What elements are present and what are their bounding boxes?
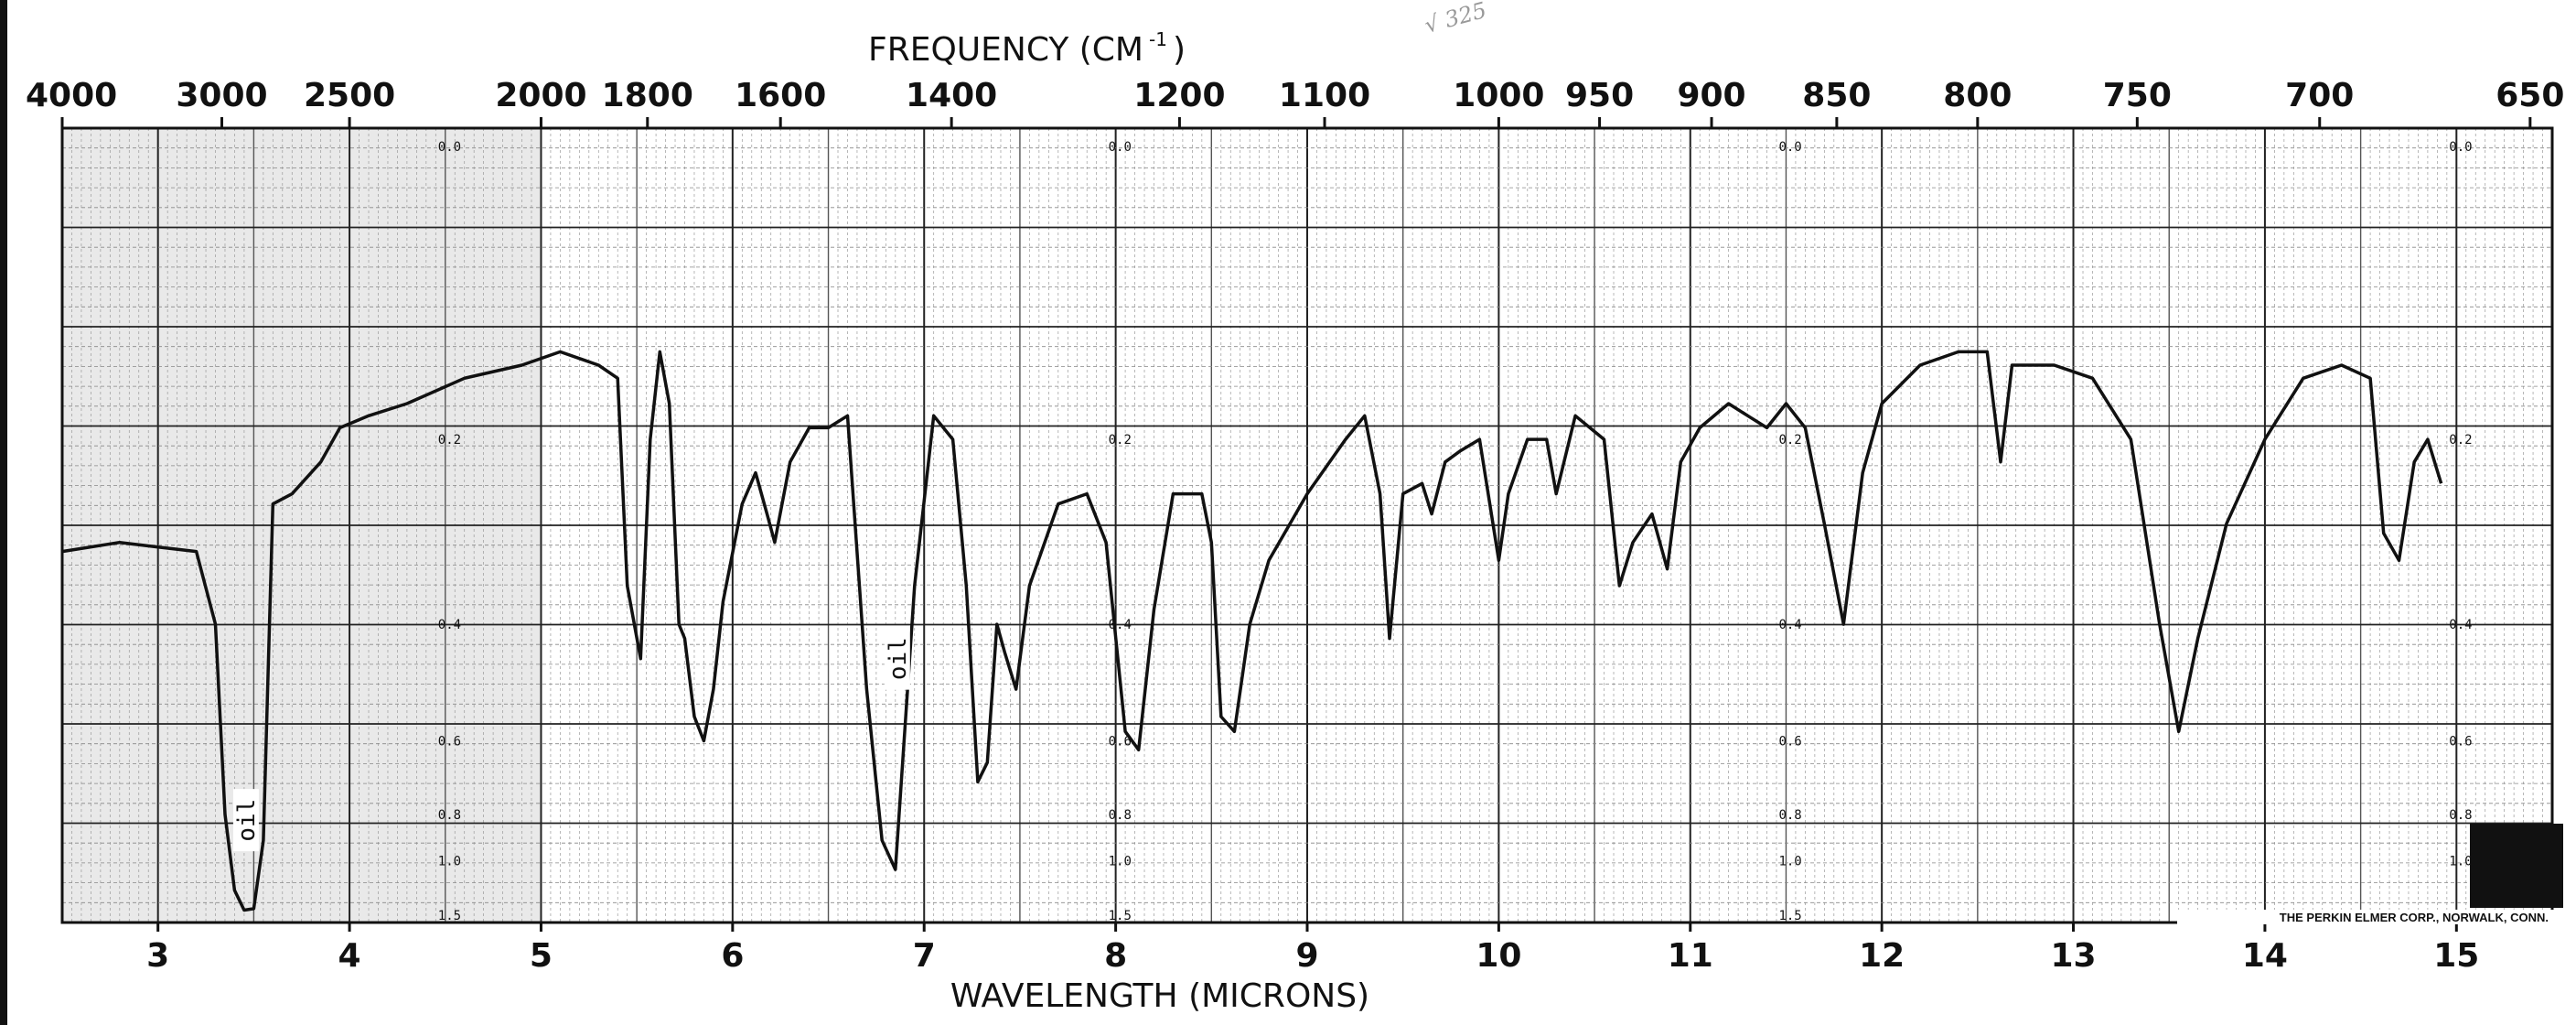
frequency-tick-label: 650 <box>2496 77 2564 114</box>
wavelength-axis: 3 4 5 6 7 8 9 10 11 12 13 14 15 <box>146 922 2479 975</box>
absorbance-tick-label: 0.8 <box>438 808 461 823</box>
annotation-label: oil <box>885 637 912 680</box>
wavelength-tick-label: 4 <box>338 937 361 975</box>
absorbance-tick-label: 0.0 <box>1778 140 1801 155</box>
frequency-tick-label: 1600 <box>735 77 826 114</box>
grid <box>61 127 2553 923</box>
wavelength-tick-label: 12 <box>1859 937 1905 975</box>
spectrum-line <box>61 350 2443 912</box>
frequency-tick-label: 800 <box>1943 77 2012 114</box>
frequency-axis: 4000 3000 2500 2000 1800 1600 1400 1200 1100 1000… <box>26 77 2564 128</box>
frequency-tick-label: 2000 <box>495 77 586 114</box>
absorbance-tick-label: 1.5 <box>1109 909 1132 923</box>
absorbance-tick-label: 0.4 <box>1778 618 1801 632</box>
absorbance-tick-label: 0.2 <box>1109 433 1132 448</box>
frequency-tick-label: 1400 <box>906 77 997 114</box>
absorbance-tick-label: 1.0 <box>1109 855 1132 869</box>
wavelength-tick-label: 8 <box>1104 937 1127 975</box>
absorbance-tick-label: 0.6 <box>2449 735 2472 750</box>
frequency-tick-label: 700 <box>2285 77 2354 114</box>
absorbance-tick-label: 1.5 <box>438 909 461 923</box>
wavelength-tick-label: 11 <box>1668 937 1713 975</box>
absorbance-tick-label: 0.4 <box>1109 618 1132 632</box>
frequency-tick-label: 2500 <box>304 77 395 114</box>
wavelength-tick-label: 9 <box>1295 937 1318 975</box>
absorbance-tick-label: 0.8 <box>1109 808 1132 823</box>
absorbance-tick-label: 1.0 <box>438 855 461 869</box>
wavelength-tick-label: 3 <box>146 937 169 975</box>
absorbance-tick-label: 0.0 <box>1109 140 1132 155</box>
annotation-box <box>884 627 910 690</box>
annotations: oil oil <box>232 627 912 852</box>
frequency-axis-title-close: ) <box>1173 31 1186 69</box>
wavelength-tick-label: 14 <box>2242 937 2288 975</box>
wavelength-tick-label: 10 <box>1476 937 1521 975</box>
frequency-tick-label: 850 <box>1802 77 1871 114</box>
absorbance-tick-label: 0.4 <box>2449 618 2472 632</box>
frequency-tick-label: 3000 <box>176 77 267 114</box>
manufacturer-note: THE PERKIN ELMER CORP., NORWALK, CONN. <box>2280 911 2549 924</box>
wavelength-tick-label: 7 <box>913 937 936 975</box>
frequency-tick-label: 950 <box>1565 77 1634 114</box>
frequency-tick-label: 1200 <box>1133 77 1225 114</box>
wavelength-tick-label: 13 <box>2050 937 2096 975</box>
absorbance-tick-label: 1.0 <box>2449 855 2472 869</box>
frequency-tick-label: 750 <box>2103 77 2172 114</box>
black-marker-square <box>2470 824 2563 908</box>
absorbance-tick-label: 0.6 <box>1778 735 1801 750</box>
absorbance-tick-label: 0.8 <box>1778 808 1801 823</box>
absorbance-tick-label: 0.8 <box>2449 808 2472 823</box>
left-edge-strip <box>0 0 7 1025</box>
absorbance-tick-label: 0.6 <box>1109 735 1132 750</box>
absorbance-tick-label: 0.4 <box>438 618 461 632</box>
annotation-box <box>232 789 259 852</box>
absorbance-tick-label: 0.6 <box>438 735 461 750</box>
frequency-tick-label: 1800 <box>602 77 693 114</box>
frequency-tick-label: 1000 <box>1453 77 1544 114</box>
absorbance-tick-label: 0.2 <box>2449 433 2472 448</box>
absorbance-tick-label: 0.2 <box>1778 433 1801 448</box>
maker-label-box <box>2177 910 2554 924</box>
frequency-axis-title: FREQUENCY (CM <box>868 31 1143 69</box>
frequency-tick-label: 4000 <box>26 77 117 114</box>
absorbance-tick-label: 0.0 <box>2449 140 2472 155</box>
wavelength-tick-label: 6 <box>721 937 744 975</box>
frequency-tick-label: 900 <box>1677 77 1745 114</box>
annotation-label: oil <box>233 799 261 842</box>
absorbance-tick-label: 1.5 <box>1778 909 1801 923</box>
absorbance-tick-label: 0.2 <box>438 433 461 448</box>
wavelength-tick-label: 15 <box>2433 937 2479 975</box>
frequency-axis-title-sup: -1 <box>1149 28 1167 50</box>
wavelength-tick-label: 5 <box>530 937 553 975</box>
wavelength-axis-title: WAVELENGTH (MICRONS) <box>950 977 1369 1015</box>
absorbance-tick-label: 1.0 <box>1778 855 1801 869</box>
frequency-tick-label: 1100 <box>1279 77 1370 114</box>
absorbance-tick-label: 0.0 <box>438 140 461 155</box>
